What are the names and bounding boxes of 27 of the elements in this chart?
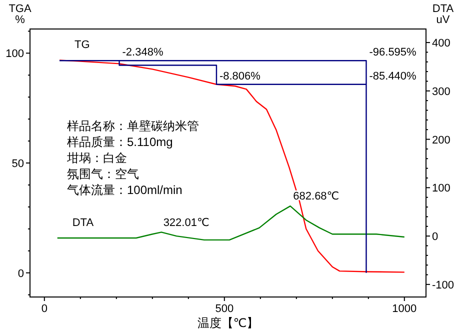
annotation: 322.01℃	[163, 217, 210, 230]
x-tick-label: 1000	[392, 303, 417, 315]
annotation: 样品质量：5.110mg	[67, 135, 173, 149]
series-label: DTA	[72, 216, 94, 229]
y2-axis-title: DTA uV	[432, 3, 454, 26]
annotation: 气体流量：100ml/min	[67, 183, 182, 197]
annotation: -2.348%	[122, 46, 164, 59]
x-axis-title: 温度【℃】	[197, 316, 259, 330]
y-tick-label: 100	[6, 48, 24, 60]
y2-tick-label: 200	[432, 134, 450, 146]
annotation: -8.806%	[219, 70, 261, 82]
x-tick-label: 0	[41, 303, 48, 315]
series-label: TG	[74, 39, 90, 52]
y-tick-label: 50	[12, 158, 24, 170]
annotation: -85.440%	[369, 70, 417, 82]
y-tick-label: 0	[18, 268, 24, 280]
y2-tick-label: -100	[432, 279, 454, 292]
y2-tick-label: 100	[432, 182, 450, 195]
annotation: 氛围气：空气	[67, 167, 139, 181]
y2-tick-label: 300	[432, 86, 450, 98]
x-tick-label: 500	[215, 303, 234, 315]
annotation: 样品名称：单壁碳纳米管	[67, 119, 199, 133]
annotation: 坩埚：白金	[66, 151, 127, 165]
annotation: -96.595%	[369, 46, 417, 59]
y2-tick-label: 400	[432, 38, 450, 50]
y-axis-title: TGA %	[8, 3, 32, 26]
y2-tick-label: 0	[432, 231, 438, 244]
